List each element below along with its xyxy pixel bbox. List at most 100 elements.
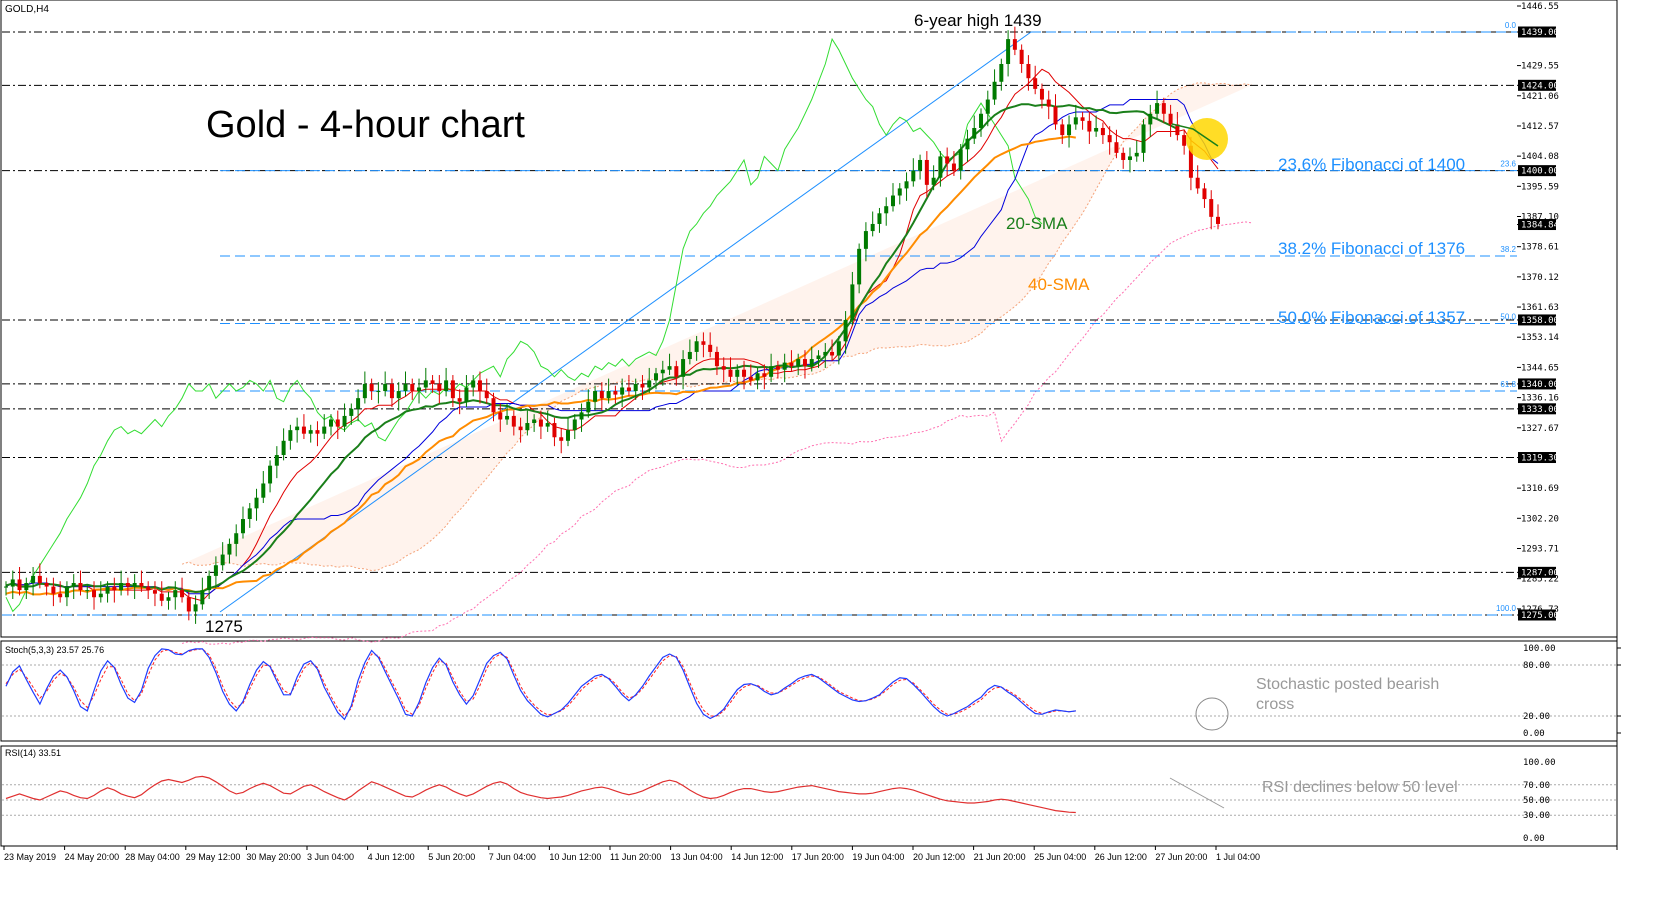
price-tick-label: 1344.65 [1521,363,1559,373]
stoch-signal-line [5,648,1076,717]
candle-body [180,590,185,598]
candle-body [579,412,584,420]
fib-small-label: 38.2 [1500,245,1516,254]
candle-body [1155,103,1160,114]
stoch-tick-label: 100.00 [1523,644,1556,654]
candle-body [748,376,753,381]
price-tick-label: 1319.30 [1521,454,1559,464]
candle-body [762,373,767,377]
candle-body [545,423,550,427]
candle-body [37,575,42,584]
time-tick-label: 21 Jun 20:00 [974,852,1026,862]
low-annotation: 1275 [205,617,243,636]
candle-body [349,408,354,416]
price-tick-label: 1340.00 [1521,380,1559,390]
stoch-main-line [5,648,1076,721]
fibonacci-trendline [219,31,1032,613]
candle-body [1067,124,1072,136]
candle-body [159,593,164,601]
candle-body [674,366,679,377]
stoch-note-line1: Stochastic posted bearish [1256,676,1439,693]
candle-body [477,380,482,392]
fib-50-annotation: 50.0% Fibonacci of 1357 [1278,308,1465,327]
candle-body [98,593,103,598]
candle-body [755,373,760,381]
candle-body [383,383,388,392]
candle-body [498,412,503,420]
candle-body [125,583,130,587]
price-tag-box [1518,403,1556,415]
candle-body [146,586,151,591]
candle-body [667,366,672,370]
candle-body [897,188,902,196]
price-tick-label: 1429.55 [1521,62,1559,72]
price-tick-label: 1404.08 [1521,152,1559,162]
price-tick-label: 1302.20 [1521,514,1559,524]
candle-body [17,579,22,591]
candle-body [911,170,916,182]
time-tick-label: 24 May 20:00 [65,852,120,862]
candle-body [951,163,956,171]
time-tick-label: 14 Jun 12:00 [731,852,783,862]
price-tick-label: 1285.22 [1521,575,1559,585]
price-tag-box [1518,26,1556,38]
candle-body [1141,124,1146,153]
time-tick-label: 11 Jun 20:00 [610,852,661,862]
stoch-panel-label: Stoch(5,3,3) 23.57 25.76 [5,645,104,655]
price-tick-label: 1336.16 [1521,394,1559,404]
rsi-line [5,775,1076,814]
candle-body [254,497,259,509]
candle-body [417,387,422,392]
candle-body [78,583,83,591]
time-tick-label: 4 Jun 12:00 [368,852,415,862]
candle-body [511,415,516,427]
symbol-label: GOLD,H4 [5,4,49,15]
candle-body [288,430,293,441]
candle-body [1168,113,1173,125]
candle-body [931,177,936,185]
candle-body [430,380,435,384]
candle-body [247,508,252,520]
candle-body [464,387,469,402]
price-tag-box [1518,314,1556,326]
price-tick-label: 1424.00 [1521,81,1559,91]
fibonacci-small-labels: 0.0 23.6 38.2 50.0 61.8 100.0 [1496,21,1517,613]
candle-body [207,575,212,591]
candle-body [92,590,97,598]
price-tag-box [1518,79,1556,91]
candle-body [200,590,205,605]
candle-body [565,430,570,441]
price-tick-label: 1275.00 [1521,611,1559,621]
candle-body [1046,99,1051,107]
stoch-cross-circle [1195,697,1229,731]
candle-body [593,391,598,402]
candle-body [1060,124,1065,136]
price-tick-label: 1361.63 [1521,303,1559,313]
price-tag-box [1518,219,1556,231]
price-tick-label: 1327.67 [1521,424,1559,434]
time-tick-label: 27 Jun 20:00 [1155,852,1207,862]
candle-body [44,583,49,587]
candle-body [884,206,889,214]
rsi-tick-label: 50.00 [1523,796,1550,806]
rsi-panel: 100.00 70.00 50.00 30.00 0.00 [2,758,1617,844]
cloud-fill [182,82,1252,571]
candle-body [1100,127,1105,136]
candle-body [396,391,401,399]
candle-body [606,391,611,399]
candle-body [24,583,29,591]
candle-body [1209,199,1214,217]
fib-382-annotation: 38.2% Fibonacci of 1376 [1278,239,1465,258]
candle-body [518,426,523,431]
candle-body [1073,117,1078,125]
time-tick-label: 29 May 12:00 [186,852,241,862]
highlight-sma20-overlay [1171,123,1219,147]
time-tick-label: 30 May 20:00 [246,852,301,862]
price-tick-label: 1412.57 [1521,122,1559,132]
candle-body [1175,124,1180,136]
candle-body [613,391,618,395]
price-tick-label: 1378.61 [1521,243,1559,253]
candle-body [532,419,537,424]
rsi-tick-label: 30.00 [1523,811,1550,821]
candle-body [389,383,394,399]
